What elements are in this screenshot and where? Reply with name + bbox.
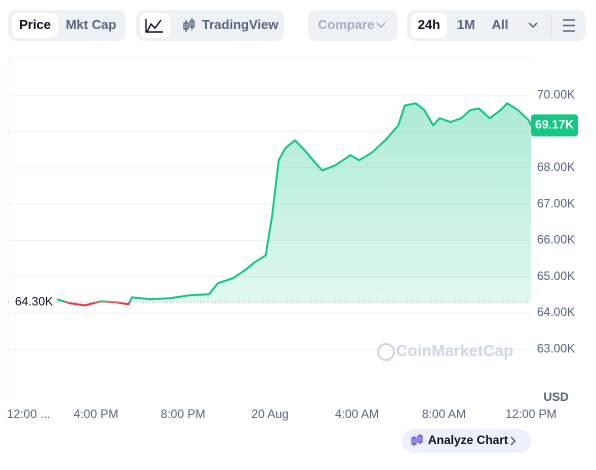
x-tick-label: 8:00 PM <box>161 407 206 421</box>
x-tick-label: 4:00 AM <box>335 407 379 421</box>
x-tick-label: 20 Aug <box>251 407 288 421</box>
x-tick-label: 12:00 PM <box>505 407 556 421</box>
x-tick-label: 12:00 ... <box>7 407 50 421</box>
chart-toggle <box>136 10 284 41</box>
y-tick-label: 65.00K <box>537 269 575 283</box>
watermark-logo <box>377 343 395 361</box>
watermark: CoinMarketCap <box>396 343 514 360</box>
y-tick-label: 66.00K <box>537 233 575 247</box>
active-tab <box>12 13 58 38</box>
compare-label: Compare <box>318 17 374 32</box>
tradingview-tab[interactable]: TradingView <box>202 17 279 32</box>
x-tick-label: 4:00 PM <box>74 407 119 421</box>
line-icon-btn[interactable] <box>140 13 170 38</box>
analyze-btn[interactable] <box>402 429 531 453</box>
current-tag <box>531 114 578 137</box>
plot-frame <box>7 57 530 400</box>
range-24h[interactable]: 24h <box>418 17 440 32</box>
line-icon <box>145 19 163 33</box>
analyze-chevron <box>510 436 516 446</box>
analyze-icon <box>411 434 423 446</box>
range-dropdown[interactable] <box>528 22 538 29</box>
baseline-label: 64.30K <box>15 294 53 308</box>
active-range <box>411 13 447 38</box>
y-tick-label: 67.00K <box>537 196 575 210</box>
range-all[interactable]: All <box>492 17 509 32</box>
y-tick-label: 63.00K <box>537 342 575 356</box>
price-line <box>56 102 532 303</box>
y-tick-label: 70.00K <box>537 87 575 101</box>
analyze-label: Analyze Chart <box>428 433 508 447</box>
plot: 63.00K64.00K65.00K66.00K67.00K68.00K69.0… <box>7 87 578 421</box>
y-tick-label: 68.00K <box>537 160 575 174</box>
x-tick-label: 8:00 AM <box>422 407 466 421</box>
range-toggle <box>407 10 586 41</box>
baseline-tag <box>10 294 56 311</box>
chevron <box>376 22 386 29</box>
current-label: 69.17K <box>535 118 574 132</box>
candle-icon <box>183 18 195 32</box>
range-1m[interactable]: 1M <box>457 17 475 32</box>
mktcap-tab[interactable]: Mkt Cap <box>66 17 117 32</box>
y-tick-label: 64.00K <box>537 305 575 319</box>
price-tab[interactable]: Price <box>19 17 51 32</box>
currency-label: USD <box>543 390 569 404</box>
compare-btn[interactable] <box>308 10 398 41</box>
area <box>56 103 531 303</box>
settings-icon[interactable] <box>563 19 575 32</box>
